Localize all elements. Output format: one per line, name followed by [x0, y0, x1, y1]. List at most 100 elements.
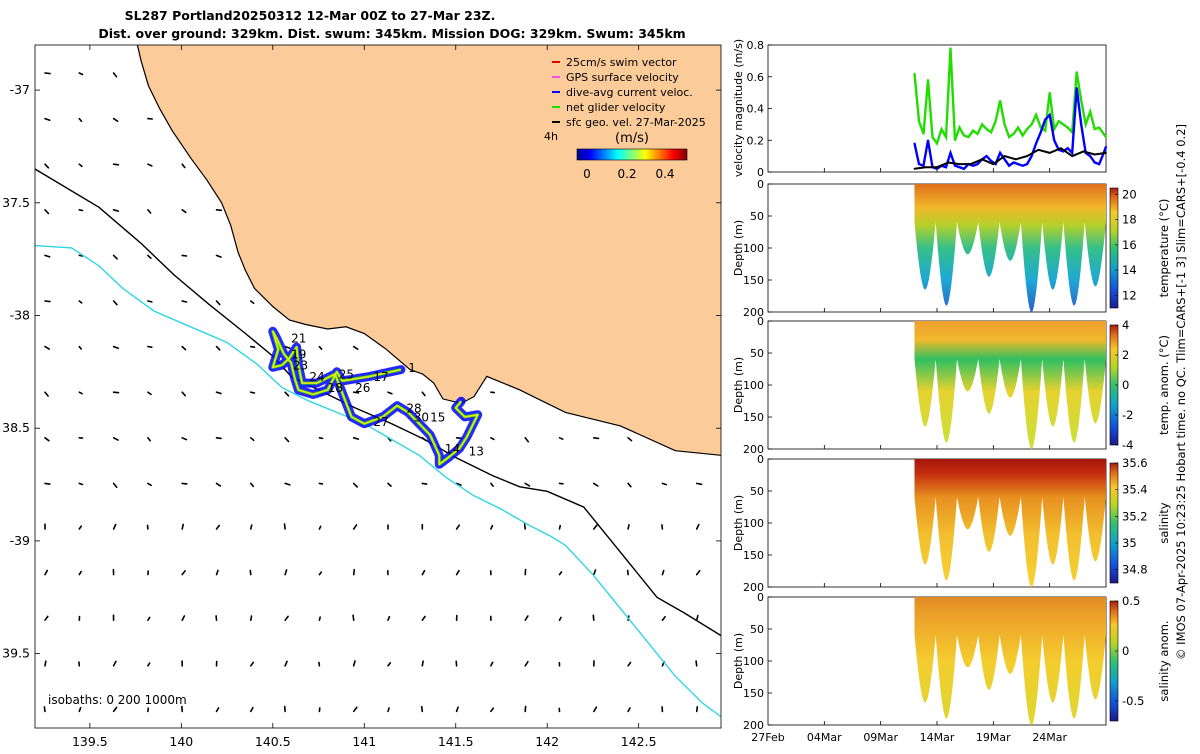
current-arrow [182, 524, 183, 529]
section-y-tick-label: 50 [750, 210, 764, 223]
current-arrow [251, 616, 252, 620]
velocity-point [927, 139, 929, 141]
figure-title: SL287 Portland20250312 12-Mar 00Z to 27-… [125, 8, 496, 23]
current-arrow [148, 301, 152, 302]
velocity-point [1094, 128, 1096, 130]
time-tick-label: 09Mar [863, 731, 898, 744]
current-arrow [217, 210, 222, 211]
section-colorbar [1110, 463, 1118, 583]
velocity-point [1026, 155, 1028, 157]
current-arrow [628, 570, 629, 574]
velocity-point [972, 130, 974, 132]
colorbar-tick-label: 18 [1122, 213, 1137, 227]
track-label: 17 [373, 370, 388, 384]
colorbar-tick-label: 0 [1122, 644, 1129, 658]
velocity-point [970, 163, 972, 165]
colorbar-tick-label: 16 [1122, 238, 1137, 252]
current-arrow [182, 483, 187, 484]
velocity-point [1049, 92, 1051, 94]
velocity-point [918, 120, 920, 122]
velocity-point [1008, 136, 1010, 138]
velocity-point [945, 166, 947, 168]
velocity-point [932, 136, 934, 138]
track-label: 21 [291, 332, 306, 346]
map-x-tick-label: 141 [352, 734, 376, 749]
velocity-point [1071, 155, 1073, 157]
velocity-point [959, 166, 961, 168]
velocity-point [995, 120, 997, 122]
section-y-tick-label: 150 [743, 411, 764, 424]
section-ylabel: Depth (m) [732, 357, 745, 413]
velocity-point [968, 136, 970, 138]
current-arrow [593, 615, 594, 620]
map-y-tick-label: 37.5 [2, 195, 30, 210]
track-label: 14 [445, 442, 460, 456]
current-arrow [217, 438, 222, 439]
legend-label-net: net glider velocity [566, 101, 666, 114]
velocity-point [1049, 114, 1051, 116]
section-y-tick-label: 0 [757, 178, 764, 191]
section-y-tick-label: 50 [750, 485, 764, 498]
velocity-point [1076, 87, 1078, 89]
colorbar-tick-label: 35.4 [1122, 483, 1148, 497]
current-arrow [251, 392, 255, 393]
current-arrow [457, 438, 462, 439]
velocity-point [1026, 128, 1028, 130]
velocity-point [1062, 124, 1064, 126]
colorbar-tick-label: 35 [1122, 536, 1137, 550]
colorbar-tick-label: 35.6 [1122, 456, 1148, 470]
velocity-ylabel: velocity magnitude (m/s) [732, 39, 745, 177]
velocity-point [1076, 71, 1078, 73]
current-arrow [148, 347, 152, 348]
velocity-point [1060, 147, 1062, 149]
current-arrow [628, 525, 629, 529]
current-arrow [353, 615, 354, 620]
velocity-point [963, 168, 965, 170]
velocity-point [999, 152, 1001, 154]
velocity-point [977, 163, 979, 165]
track-label: 13 [469, 444, 484, 458]
current-arrow [79, 210, 82, 211]
velocity-y-tick-label: 0.4 [747, 103, 765, 116]
section-y-tick-label: 150 [743, 549, 764, 562]
velocity-point [1105, 152, 1107, 154]
section-ylabel: Depth (m) [732, 495, 745, 551]
section-y-tick-label: 0 [757, 453, 764, 466]
map-y-tick-label: 38.5 [2, 420, 30, 435]
section-y-tick-label: 100 [743, 379, 764, 392]
section-y-tick-label: 0 [757, 315, 764, 328]
velocity-point [1049, 152, 1051, 154]
current-arrow [560, 526, 561, 529]
map-y-tick-label: -39 [10, 533, 30, 548]
current-arrow [696, 661, 697, 666]
velocity-point [1015, 158, 1017, 160]
map-x-tick-label: 140.5 [255, 734, 291, 749]
colorbar-tick-label: 12 [1122, 288, 1137, 302]
velocity-point [972, 165, 974, 167]
current-arrow [319, 483, 322, 484]
velocity-point [914, 143, 916, 145]
track-label: 15 [430, 410, 445, 424]
current-arrow [319, 438, 322, 439]
velocity-point [999, 100, 1001, 102]
legend-label-geo: sfc geo. vel. 27-Mar-2025 [566, 116, 706, 129]
current-arrow [422, 483, 426, 484]
velocity-point [1089, 155, 1091, 157]
velocity-point [1004, 124, 1006, 126]
legend-interval: 4h [544, 130, 558, 143]
section-ylabel: Depth (m) [732, 220, 745, 276]
time-tick-label: 19Mar [976, 731, 1011, 744]
colorbar-tick-label: -2 [1122, 408, 1133, 422]
map-x-tick-label: 142 [535, 734, 559, 749]
velocity-point [1013, 162, 1015, 164]
velocity-point [963, 135, 965, 137]
current-arrow [251, 525, 252, 529]
velocity-point [1103, 133, 1105, 135]
velocity-point [990, 160, 992, 162]
velocity-point [954, 139, 956, 141]
figure-subtitle: Dist. over ground: 329km. Dist. swum: 34… [98, 26, 685, 41]
velocity-point [1022, 165, 1024, 167]
velocity-point [923, 165, 925, 167]
map-x-tick-label: 140 [169, 734, 193, 749]
